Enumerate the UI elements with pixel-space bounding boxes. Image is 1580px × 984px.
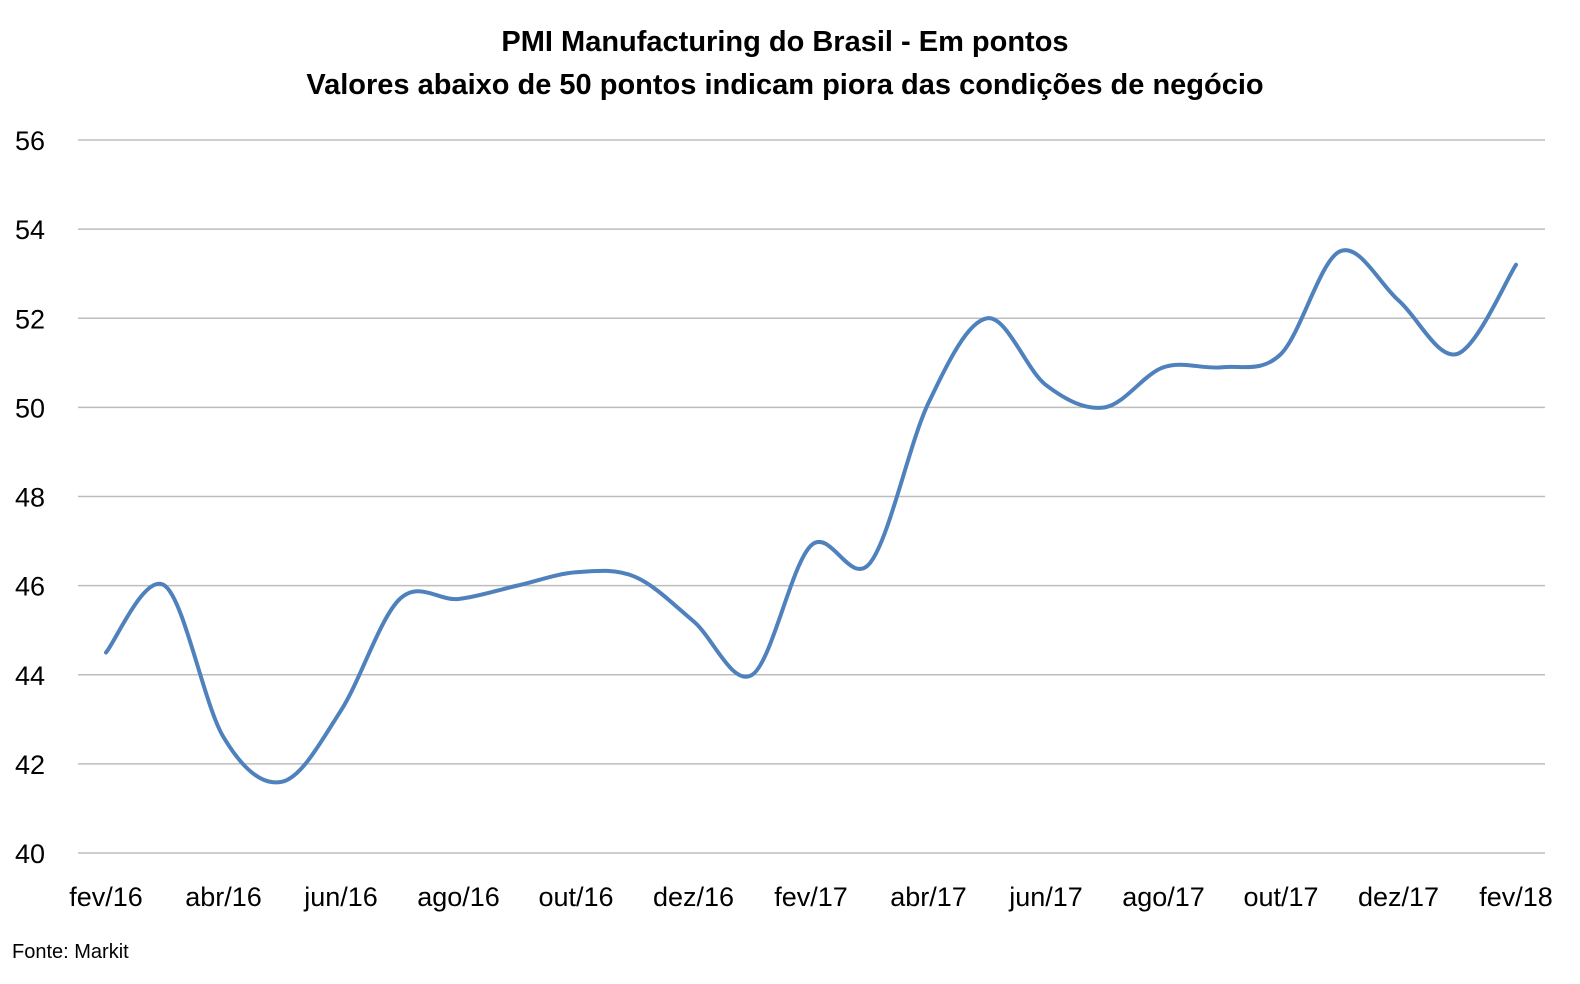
y-tick-label: 54: [15, 215, 45, 245]
series-layer: [104, 248, 1518, 785]
chart-subtitle: Valores abaixo de 50 pontos indicam pior…: [306, 69, 1263, 101]
x-tick-label: fev/16: [69, 882, 143, 912]
source-note: Fonte: Markit: [12, 941, 129, 963]
data-point-mar/17: [868, 561, 872, 565]
y-tick-label: 52: [15, 304, 45, 334]
data-point-mar/16: [163, 584, 167, 588]
data-point-ago/17: [1162, 365, 1166, 369]
data-point-dez/16: [692, 619, 696, 623]
y-tick-label: 46: [15, 572, 45, 602]
data-point-jul/16: [398, 597, 402, 601]
data-point-set/17: [1220, 365, 1224, 369]
data-point-fev/16: [104, 650, 108, 654]
data-point-nov/17: [1338, 249, 1342, 253]
data-point-abr/16: [222, 735, 226, 739]
x-tick-label: abr/16: [185, 882, 262, 912]
data-point-ago/16: [457, 597, 461, 601]
data-point-jun/16: [339, 708, 343, 712]
data-point-abr/17: [927, 401, 931, 405]
x-axis-ticks: fev/16 abr/16 jun/16 ago/16 out/16 dez/16 fev/…: [69, 882, 1553, 912]
data-point-jun/17: [1044, 383, 1048, 387]
y-tick-label: 40: [15, 839, 45, 869]
series-line-0: [104, 248, 1518, 785]
data-point-out/16: [574, 570, 578, 574]
y-tick-label: 42: [15, 750, 45, 780]
gridlines: [78, 139, 1545, 854]
x-tick-label: ago/16: [417, 882, 500, 912]
x-tick-label: dez/17: [1358, 882, 1439, 912]
x-tick-label: ago/17: [1122, 882, 1205, 912]
y-axis-ticks: 56 54 52 50 48 46 44 42 40: [15, 126, 45, 869]
data-point-out/17: [1279, 352, 1283, 356]
x-tick-label: jun/17: [1008, 882, 1083, 912]
y-tick-label: 48: [15, 483, 45, 513]
data-point-jan/18: [1455, 352, 1459, 356]
x-tick-label: fev/17: [774, 882, 848, 912]
y-tick-label: 50: [15, 393, 45, 423]
data-point-fev/17: [809, 544, 813, 548]
x-tick-label: out/17: [1243, 882, 1318, 912]
data-point-jan/17: [750, 673, 754, 677]
x-tick-label: fev/18: [1479, 882, 1553, 912]
data-point-jul/17: [1103, 405, 1107, 409]
x-tick-label: dez/16: [653, 882, 734, 912]
x-tick-label: out/16: [538, 882, 613, 912]
x-tick-label: jun/16: [303, 882, 378, 912]
data-point-dez/17: [1397, 298, 1401, 302]
data-point-mai/17: [985, 316, 989, 320]
data-point-nov/16: [633, 575, 637, 579]
y-tick-label: 44: [15, 661, 45, 691]
data-point-fev/18: [1514, 263, 1518, 267]
data-point-mai/16: [280, 780, 284, 784]
chart-title: PMI Manufacturing do Brasil - Em pontos: [501, 26, 1068, 58]
y-tick-label: 56: [15, 126, 45, 156]
data-point-set/16: [515, 584, 519, 588]
x-tick-label: abr/17: [890, 882, 967, 912]
